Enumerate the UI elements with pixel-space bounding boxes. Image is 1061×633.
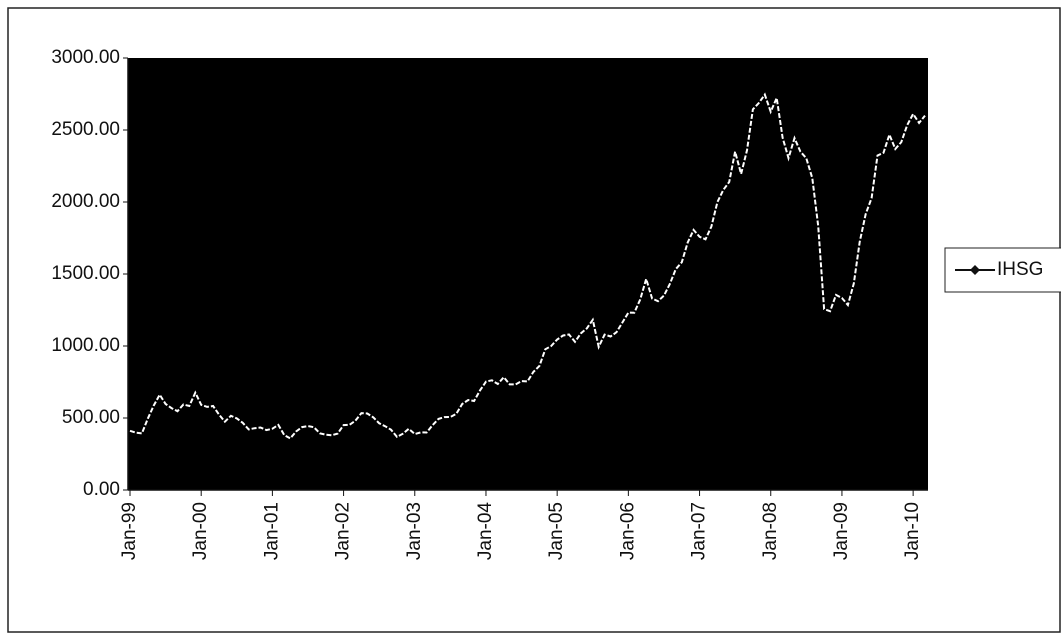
x-tick-label: Jan-03: [404, 502, 425, 560]
y-tick-label: 1500.00: [51, 263, 120, 284]
x-tick-label: Jan-10: [902, 502, 923, 560]
x-tick-label: Jan-01: [261, 502, 282, 560]
x-tick-label: Jan-99: [119, 502, 140, 560]
y-tick-label: 500.00: [62, 407, 120, 428]
y-tick-label: 2000.00: [51, 191, 120, 212]
y-tick-label: 3000.00: [51, 47, 120, 68]
y-tick-label: 0.00: [83, 479, 120, 500]
x-tick-label: Jan-02: [333, 502, 354, 560]
x-tick-label: Jan-04: [475, 502, 496, 561]
y-tick-label: 2500.00: [51, 119, 120, 140]
x-tick-label: Jan-07: [689, 502, 710, 560]
x-tick-label: Jan-09: [831, 502, 852, 560]
x-tick-label: Jan-06: [617, 502, 638, 560]
plot-area: [128, 58, 928, 490]
x-tick-label: Jan-00: [190, 502, 211, 560]
x-tick-label: Jan-08: [760, 502, 781, 560]
y-tick-label: 1000.00: [51, 335, 120, 356]
chart: 0.00 500.00 1000.00 1500.00 2000.00 2500.00 30…: [0, 0, 1061, 633]
legend-label: IHSG: [997, 259, 1043, 280]
x-tick-label: Jan-05: [546, 502, 567, 560]
